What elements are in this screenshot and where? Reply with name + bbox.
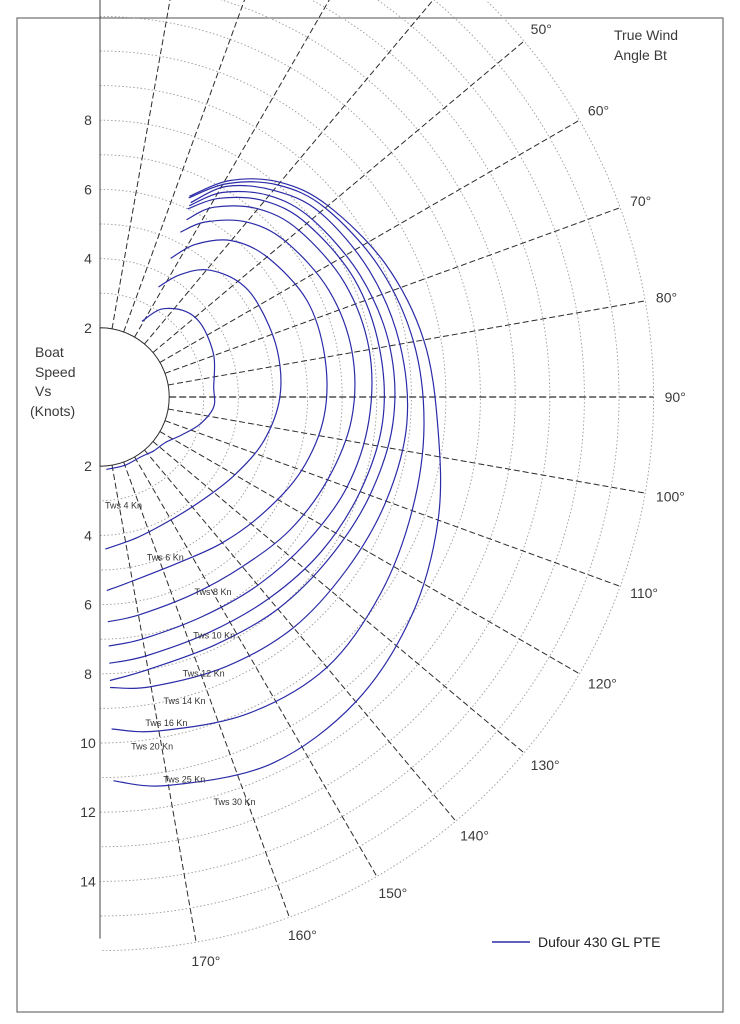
- curve-label: Tws 14 Kn: [163, 696, 205, 706]
- curve-label: Tws 10 Kn: [193, 630, 235, 640]
- center-disc: [99, 327, 170, 467]
- polar-curve: [109, 196, 385, 664]
- radial-axis-label-line-2: Speed: [35, 364, 75, 380]
- polar-curve: [110, 184, 409, 689]
- angle-spoke: [164, 420, 621, 587]
- lower-speed-tick-label: 4: [84, 527, 92, 543]
- chart-title-line-1: True Wind: [614, 27, 678, 43]
- lower-speed-tick-label: 2: [84, 458, 92, 474]
- radial-axis-label-line-1: Boat: [35, 344, 64, 360]
- speed-ring: [99, 50, 447, 744]
- curve-label: Tws 30 Kn: [214, 797, 256, 807]
- angle-tick-label: 100°: [656, 488, 685, 504]
- lower-speed-tick-label: 14: [80, 873, 96, 889]
- angle-tick-label: 80°: [656, 290, 677, 306]
- angle-tick-label: 70°: [630, 193, 651, 209]
- upper-speed-tick-label: 4: [84, 251, 92, 267]
- angle-spokes: [111, 0, 654, 943]
- angle-spoke: [144, 0, 434, 345]
- angle-spoke: [134, 0, 330, 338]
- curve-label: Tws 25 Kn: [163, 774, 205, 784]
- angle-spoke: [168, 300, 646, 386]
- angle-tick-label: 120°: [588, 675, 617, 691]
- radial-axis-label-line-4: (Knots): [30, 403, 75, 419]
- angle-spoke: [123, 0, 246, 333]
- upper-speed-tick-label: 2: [84, 320, 92, 336]
- curve-label: Tws 12 Kn: [183, 668, 225, 678]
- polar-curve: [113, 178, 442, 787]
- angle-tick-label: 60°: [588, 103, 609, 119]
- legend: Dufour 430 GL PTE: [492, 934, 660, 950]
- polar-curve: [108, 205, 373, 647]
- angle-spoke: [111, 0, 171, 329]
- angle-tick-label: 140°: [460, 828, 489, 844]
- curve-label: Tws 20 Kn: [131, 741, 173, 751]
- radial-axis-label-line-3: Vs: [35, 383, 51, 399]
- curve-label: Tws 8 Kn: [194, 587, 231, 597]
- speed-ring: [99, 119, 378, 675]
- legend-label: Dufour 430 GL PTE: [538, 934, 660, 950]
- curve-label: Tws 4 Kn: [105, 500, 142, 510]
- angle-tick-label: 130°: [531, 757, 560, 773]
- polar-curve: [107, 219, 356, 623]
- lower-speed-tick-label: 10: [80, 735, 96, 751]
- angle-spoke: [152, 441, 525, 754]
- polar-grid: [99, 0, 654, 952]
- speed-ring: [99, 223, 274, 571]
- angle-tick-label: 50°: [531, 21, 552, 37]
- chart-title-line-2: Angle Bt: [614, 47, 667, 63]
- angle-tick-label: 160°: [288, 927, 317, 943]
- polar-curves: [105, 178, 442, 787]
- speed-ring: [99, 0, 654, 952]
- polar-curve: [109, 190, 396, 682]
- angle-spoke: [144, 449, 457, 822]
- upper-speed-tick-label: 8: [84, 112, 92, 128]
- angle-spoke: [123, 461, 290, 918]
- polar-curve: [106, 239, 328, 592]
- angle-tick-label: 170°: [191, 953, 220, 969]
- polar-curve: [106, 307, 216, 470]
- curve-label: Tws 16 Kn: [145, 718, 187, 728]
- polar-curve: [105, 268, 282, 550]
- upper-speed-tick-label: 6: [84, 181, 92, 197]
- angle-tick-label: 110°: [630, 585, 658, 601]
- chart-frame: [16, 17, 724, 1013]
- lower-speed-tick-label: 12: [80, 804, 96, 820]
- speed-ring: [99, 0, 620, 917]
- chart-labels: 10°20°30°40°50°60°70°80°90°100°110°120°1…: [80, 21, 686, 969]
- polar-curve: [111, 181, 425, 733]
- lower-speed-tick-label: 6: [84, 597, 92, 613]
- curve-label: Tws 6 Kn: [147, 552, 184, 562]
- lower-speed-tick-label: 8: [84, 666, 92, 682]
- angle-tick-label: 90°: [665, 389, 686, 405]
- angle-tick-label: 150°: [378, 885, 407, 901]
- speed-ring: [99, 0, 551, 848]
